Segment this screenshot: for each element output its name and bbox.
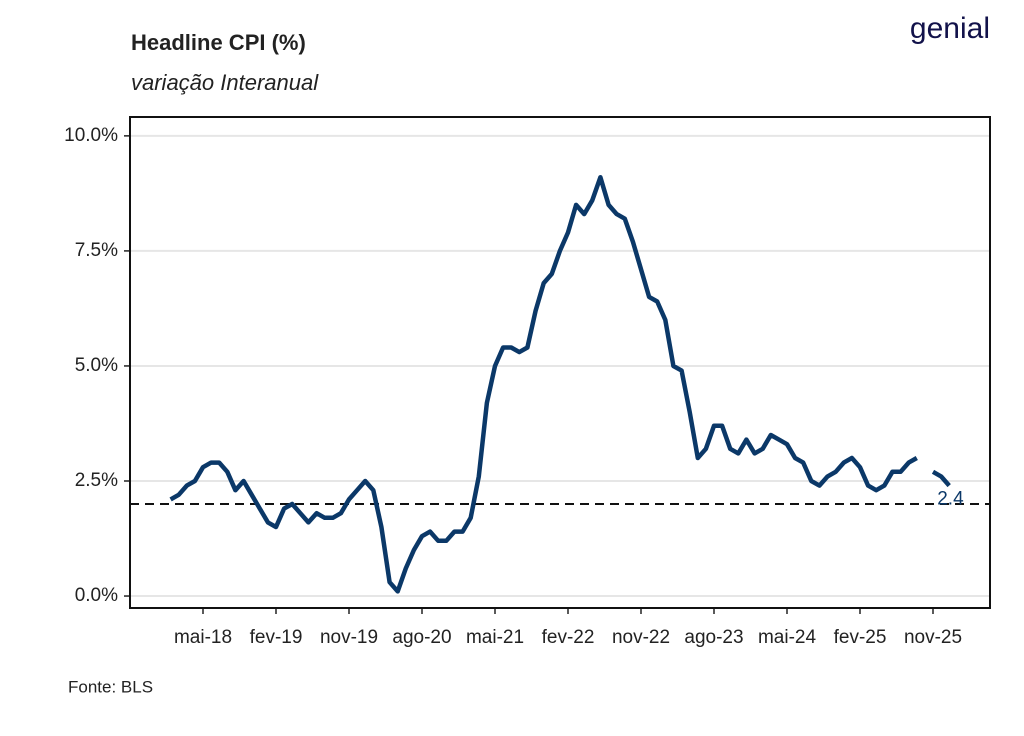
chart-title: Headline CPI (%) [131, 30, 306, 55]
y-tick-label: 2.5% [75, 470, 118, 491]
x-tick-label: nov-19 [320, 627, 378, 648]
x-tick-label: nov-22 [612, 627, 670, 648]
x-tick-label: mai-21 [466, 627, 524, 648]
x-tick-label: fev-25 [834, 627, 887, 648]
y-tick-label: 5.0% [75, 355, 118, 376]
y-tick-label: 7.5% [75, 240, 118, 261]
end-value-label: 2.4 [937, 489, 964, 510]
x-tick-label: mai-18 [174, 627, 232, 648]
x-tick-label: ago-23 [684, 627, 743, 648]
line-series [169, 175, 951, 594]
logo: genial [910, 12, 990, 45]
plot-frame [129, 116, 991, 609]
x-tick-label: nov-25 [904, 627, 962, 648]
x-tick-label: ago-20 [392, 627, 451, 648]
x-tick-label: fev-19 [250, 627, 303, 648]
x-tick-label: mai-24 [758, 627, 817, 648]
y-tick-label: 0.0% [75, 585, 118, 606]
x-tick-label: fev-22 [542, 627, 595, 648]
source: Fonte: BLS [68, 677, 153, 696]
chart-subtitle: variação Interanual [131, 70, 319, 95]
y-tick-label: 10.0% [64, 125, 118, 146]
